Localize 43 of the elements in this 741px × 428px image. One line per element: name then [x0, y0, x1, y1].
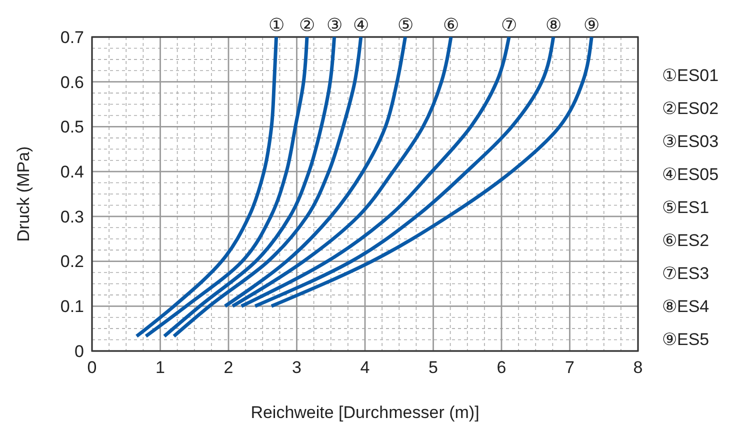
x-tick-label: 8 — [633, 358, 643, 377]
x-axis-title: Reichweite [Durchmesser (m)] — [250, 403, 480, 422]
y-tick-label: 0.2 — [60, 252, 84, 272]
x-tick-label: 7 — [565, 358, 574, 377]
y-tick-label: 0 — [74, 342, 84, 361]
x-tick-label: 4 — [360, 358, 370, 377]
line-series — [172, 35, 363, 338]
text: ⑨ES5 — [662, 330, 710, 349]
x-tick-label: 6 — [496, 358, 506, 377]
y-tick-label: 0.1 — [60, 297, 84, 316]
y-tick-label: 0.3 — [60, 207, 84, 226]
text: ④ES05 — [662, 165, 719, 184]
line-series — [134, 35, 278, 338]
x-tick-label: 2 — [224, 358, 234, 377]
text: ③ES03 — [662, 132, 719, 151]
x-tick-label: 0 — [87, 358, 97, 377]
annotation: ④ — [352, 15, 369, 35]
annotation: ⑦ — [501, 15, 518, 35]
line-series — [253, 35, 556, 308]
annotation: ⑤ — [397, 15, 414, 35]
y-tick-label: 0.6 — [60, 72, 84, 92]
text: ①ES01 — [662, 66, 719, 85]
x-tick-label: 5 — [428, 358, 438, 377]
y-tick-label: 0.7 — [60, 28, 84, 47]
text: ⑦ES3 — [662, 264, 710, 283]
line-series — [144, 35, 309, 338]
line-series — [162, 35, 336, 338]
annotation: ⑧ — [545, 15, 562, 35]
y-tick-label: 0.4 — [60, 162, 84, 182]
text: ⑧ES4 — [662, 297, 710, 316]
annotation: ③ — [326, 15, 342, 35]
annotation: ② — [298, 15, 315, 35]
x-tick-label: 3 — [292, 358, 302, 377]
text: ⑥ES2 — [662, 231, 710, 250]
text: ⑤ES1 — [662, 198, 710, 217]
annotation: ① — [268, 15, 284, 35]
x-tick-label: 1 — [156, 358, 165, 377]
annotation: ⑥ — [442, 15, 459, 35]
y-axis-title: Druck (MPa) — [14, 146, 33, 242]
line-series — [270, 35, 594, 308]
y-tick-label: 0.5 — [60, 118, 84, 137]
annotation: ⑨ — [584, 15, 600, 35]
text: ②ES02 — [662, 99, 719, 118]
